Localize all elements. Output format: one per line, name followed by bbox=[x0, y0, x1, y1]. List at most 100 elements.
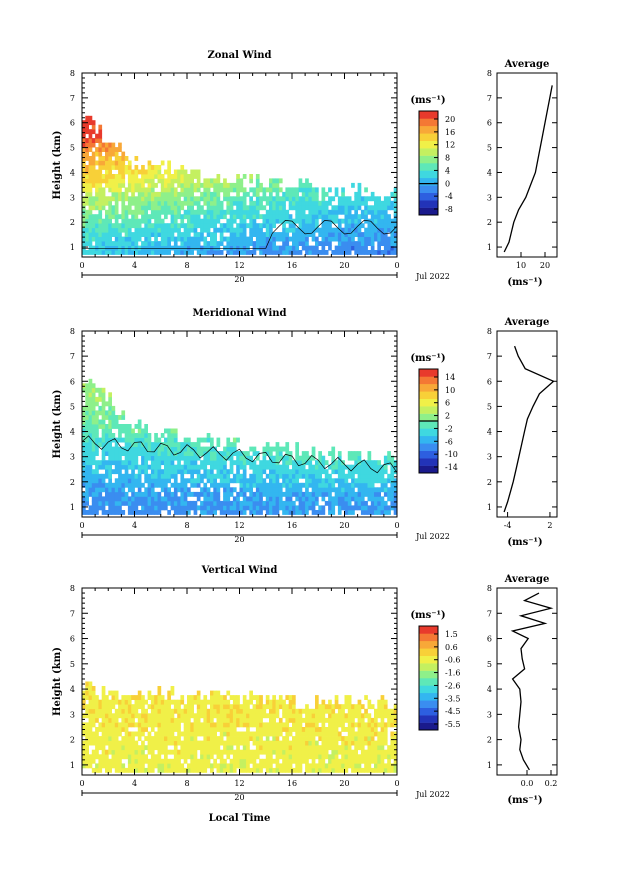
heatmap-cell bbox=[137, 178, 142, 184]
colorbar-swatch bbox=[419, 163, 438, 171]
heatmap-cell bbox=[380, 704, 385, 710]
heatmap-cell bbox=[210, 209, 214, 215]
heatmap-cell bbox=[232, 442, 237, 447]
heatmap-cell bbox=[242, 209, 247, 215]
y-tick-label: 5 bbox=[70, 402, 75, 411]
heatmap-cell bbox=[82, 138, 86, 143]
heatmap-cell bbox=[259, 510, 263, 515]
heatmap-cell bbox=[114, 487, 119, 493]
average-title: Average bbox=[504, 59, 550, 70]
heatmap-cell bbox=[321, 200, 326, 206]
heatmap-cell bbox=[114, 160, 119, 166]
heatmap-cell bbox=[347, 469, 352, 475]
heatmap-cell bbox=[226, 491, 231, 497]
heatmap-cell bbox=[173, 433, 178, 438]
heatmap-cell bbox=[88, 147, 93, 152]
heatmap-cell bbox=[347, 464, 352, 470]
heatmap-cell bbox=[377, 740, 381, 746]
heatmap-cell bbox=[344, 704, 349, 710]
heatmap-cell bbox=[315, 205, 319, 211]
heatmap-cell bbox=[219, 241, 224, 246]
heatmap-cell bbox=[219, 182, 224, 188]
heatmap-cell bbox=[98, 424, 103, 429]
heatmap-cell bbox=[242, 236, 247, 242]
heatmap-cell bbox=[318, 736, 322, 741]
heatmap-cell bbox=[111, 214, 116, 220]
heatmap-cell bbox=[121, 410, 126, 416]
heatmap-cell bbox=[95, 415, 99, 420]
heatmap-cell bbox=[229, 455, 234, 461]
heatmap-cell bbox=[252, 241, 257, 246]
heatmap-cell bbox=[324, 487, 329, 493]
heatmap-cell bbox=[219, 713, 224, 719]
heatmap-cell bbox=[288, 740, 293, 746]
heatmap-cell bbox=[226, 496, 231, 502]
heatmap-cell bbox=[203, 455, 208, 461]
heatmap-cell bbox=[357, 763, 362, 769]
heatmap-cell bbox=[98, 713, 103, 719]
average-profile-line bbox=[503, 345, 555, 513]
heatmap-cell bbox=[308, 713, 313, 719]
heatmap-cell bbox=[305, 196, 309, 202]
heatmap-cell bbox=[95, 500, 99, 506]
y-tick-label: 5 bbox=[70, 144, 75, 153]
heatmap-cell bbox=[380, 758, 385, 764]
heatmap-cell bbox=[334, 500, 339, 506]
heatmap-cell bbox=[144, 767, 148, 773]
heatmap-cell bbox=[88, 708, 93, 714]
heatmap-cell bbox=[232, 209, 237, 215]
heatmap-cell bbox=[98, 699, 103, 705]
heatmap-cell bbox=[137, 736, 142, 741]
heatmap-cell bbox=[278, 731, 283, 737]
heatmap-cell bbox=[121, 178, 126, 184]
heatmap-cell bbox=[121, 491, 126, 497]
heatmap-cell bbox=[190, 745, 194, 751]
heatmap-cell bbox=[118, 451, 122, 456]
heatmap-cell bbox=[383, 713, 388, 719]
heatmap-cell bbox=[246, 505, 250, 511]
heatmap-cell bbox=[383, 736, 388, 741]
heatmap-cell bbox=[114, 232, 119, 237]
heatmap-cell bbox=[265, 736, 270, 741]
heatmap-cell bbox=[393, 713, 398, 719]
heatmap-cell bbox=[111, 727, 116, 732]
heatmap-cell bbox=[88, 690, 93, 696]
heatmap-cell bbox=[321, 218, 326, 224]
heatmap-cell bbox=[193, 482, 198, 488]
colorbar-tick-label: -4.5 bbox=[445, 707, 460, 716]
heatmap-cell bbox=[229, 745, 234, 751]
heatmap-cell bbox=[387, 473, 391, 479]
heatmap-cell bbox=[114, 736, 119, 741]
heatmap-cell bbox=[285, 250, 290, 255]
heatmap-cell bbox=[249, 187, 253, 193]
heatmap-cell bbox=[292, 460, 296, 466]
heatmap-cell bbox=[357, 200, 362, 206]
heatmap-cell bbox=[150, 749, 155, 755]
heatmap-cell bbox=[131, 187, 135, 193]
heatmap-cell bbox=[203, 496, 208, 502]
heatmap-cell bbox=[98, 232, 103, 237]
heatmap-cell bbox=[157, 223, 162, 229]
heatmap-cell bbox=[147, 464, 152, 470]
heatmap-cell bbox=[364, 749, 368, 755]
heatmap-cell bbox=[295, 749, 299, 755]
heatmap-cell bbox=[213, 191, 217, 197]
heatmap-cell bbox=[144, 758, 148, 764]
heatmap-cell bbox=[315, 510, 319, 515]
heatmap-cell bbox=[98, 478, 103, 484]
heatmap-cell bbox=[144, 699, 148, 705]
heatmap-cell bbox=[91, 478, 96, 484]
heatmap-cell bbox=[377, 464, 381, 470]
heatmap-cell bbox=[334, 469, 339, 475]
average-profile-line bbox=[503, 85, 553, 253]
heatmap-cell bbox=[98, 392, 103, 398]
heatmap-cell bbox=[144, 505, 148, 511]
heatmap-cell bbox=[239, 460, 244, 466]
heatmap-cell bbox=[105, 214, 109, 220]
heatmap-cell bbox=[328, 245, 332, 251]
heatmap-cell bbox=[242, 699, 247, 705]
heatmap-cell bbox=[324, 191, 329, 197]
heatmap-cell bbox=[364, 731, 368, 737]
heatmap-cell bbox=[223, 182, 227, 188]
heatmap-cell bbox=[157, 442, 162, 447]
